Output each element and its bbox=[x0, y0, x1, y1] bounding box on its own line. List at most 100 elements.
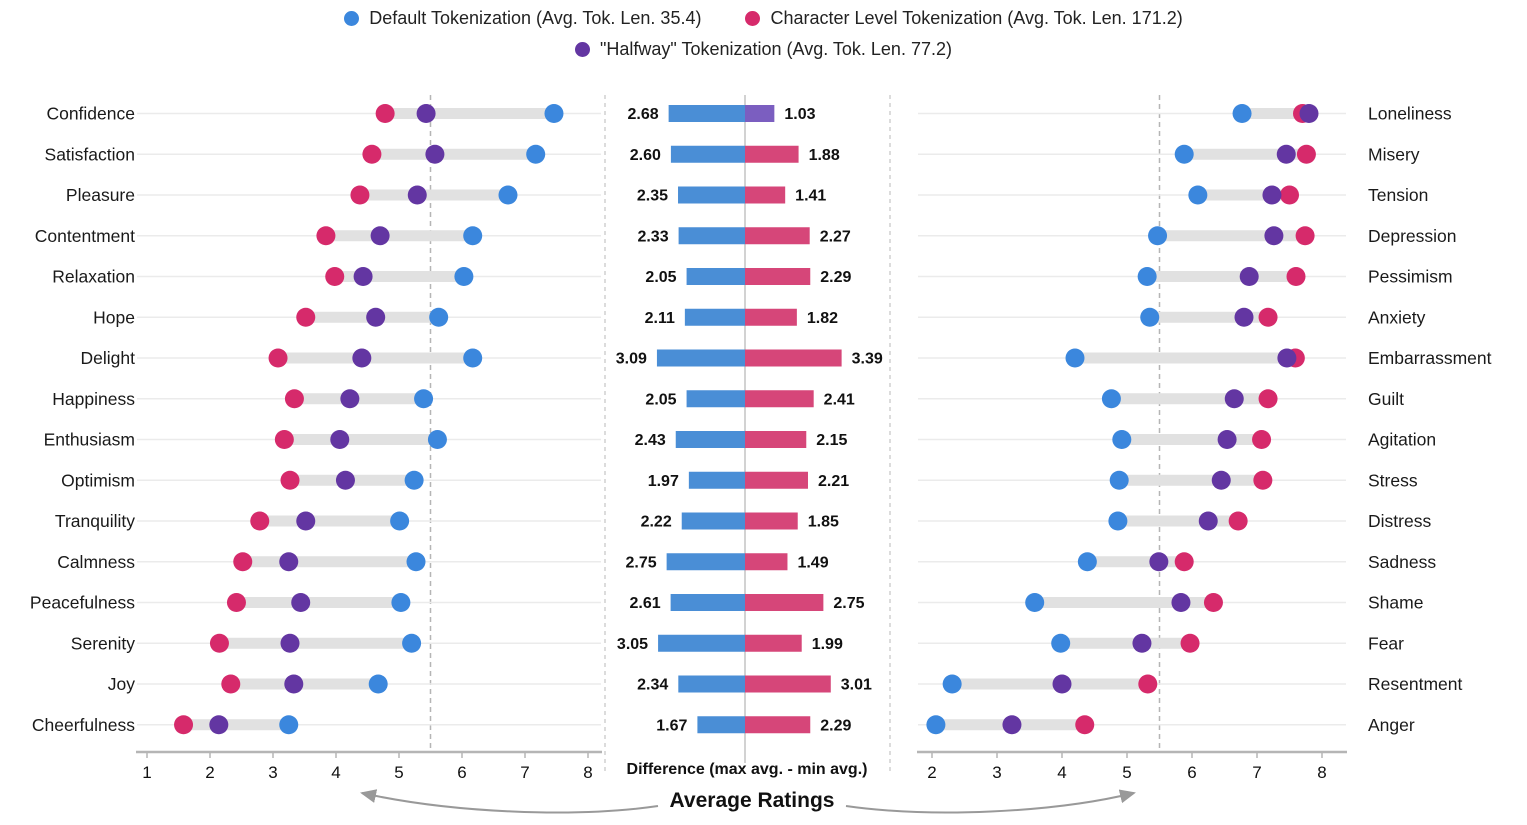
row-label-negative: Anger bbox=[1368, 715, 1415, 735]
diff-bar-negative bbox=[745, 227, 810, 245]
dot-default-anxiety bbox=[1140, 307, 1160, 327]
dot-character-tension bbox=[1280, 185, 1299, 205]
dot-halfway-fear bbox=[1132, 633, 1152, 653]
row-label-negative: Misery bbox=[1368, 144, 1420, 164]
dot-halfway-tranquility bbox=[296, 511, 316, 531]
dot-halfway-optimism bbox=[335, 470, 355, 490]
diff-value-positive: 2.60 bbox=[630, 147, 661, 164]
diff-bar-negative bbox=[745, 268, 811, 285]
dot-default-loneliness bbox=[1232, 104, 1252, 123]
dot-halfway-delight bbox=[352, 348, 372, 368]
dot-character-pessimism bbox=[1286, 267, 1306, 286]
row-label-positive: Peacefulness bbox=[30, 593, 135, 613]
diff-bar-negative bbox=[745, 186, 786, 204]
left-axis-tick-label: 3 bbox=[268, 763, 277, 782]
dot-halfway-tension bbox=[1262, 185, 1282, 205]
dot-default-shame bbox=[1025, 593, 1045, 612]
row-label-negative: Tension bbox=[1368, 185, 1428, 205]
dot-halfway-misery bbox=[1276, 144, 1296, 164]
dot-character-resentment bbox=[1138, 674, 1158, 694]
legend: Default Tokenization (Avg. Tok. Len. 35.… bbox=[0, 8, 1527, 60]
dot-default-misery bbox=[1174, 144, 1194, 164]
dot-halfway-anger bbox=[1002, 715, 1022, 735]
diff-value-positive: 2.11 bbox=[645, 310, 675, 327]
diff-value-positive: 2.33 bbox=[637, 228, 668, 245]
dot-default-serenity bbox=[402, 633, 422, 653]
dot-character-contentment bbox=[316, 226, 336, 246]
diff-bar-negative bbox=[745, 471, 808, 489]
dot-halfway-peacefulness bbox=[291, 593, 311, 612]
dot-halfway-pleasure bbox=[407, 185, 427, 205]
diff-bar-positive bbox=[686, 268, 745, 285]
left-axis-tick-label: 2 bbox=[205, 763, 214, 782]
dot-halfway-anxiety bbox=[1234, 307, 1254, 327]
right-axis-tick-label: 7 bbox=[1252, 763, 1261, 782]
diff-bar-positive bbox=[670, 594, 745, 611]
left-axis-tick-label: 7 bbox=[520, 763, 529, 782]
row-label-negative: Depression bbox=[1368, 226, 1457, 246]
dot-character-serenity bbox=[209, 633, 229, 653]
dot-halfway-embarrassment bbox=[1277, 348, 1297, 368]
diff-bar-negative bbox=[745, 553, 788, 571]
diff-bar-positive bbox=[666, 553, 745, 571]
diff-bar-negative bbox=[745, 675, 831, 693]
diff-bar-negative bbox=[745, 634, 802, 652]
row-label-positive: Calmness bbox=[57, 552, 135, 572]
diff-value-positive: 2.22 bbox=[641, 514, 672, 531]
diff-value-positive: 1.67 bbox=[656, 717, 687, 734]
dot-character-happiness bbox=[284, 389, 304, 409]
row-label-positive: Enthusiasm bbox=[44, 430, 135, 450]
halfway-tokenization-dot-icon bbox=[575, 42, 590, 57]
dot-character-joy bbox=[221, 674, 241, 694]
diff-value-positive: 2.05 bbox=[645, 269, 676, 286]
dot-halfway-relaxation bbox=[353, 267, 373, 286]
left-axis-tick-label: 6 bbox=[457, 763, 466, 782]
legend-item-halfway: "Halfway" Tokenization (Avg. Tok. Len. 7… bbox=[575, 39, 952, 60]
diff-bar-positive bbox=[678, 675, 745, 693]
diff-value-positive: 1.97 bbox=[648, 473, 679, 490]
diff-bar-positive bbox=[678, 186, 745, 204]
diff-bar-negative bbox=[745, 308, 797, 326]
legend-row-1: Default Tokenization (Avg. Tok. Len. 35.… bbox=[344, 8, 1183, 29]
dot-character-depression bbox=[1295, 226, 1315, 246]
diff-value-negative: 1.88 bbox=[809, 147, 840, 164]
dot-character-tranquility bbox=[250, 511, 270, 531]
dot-character-delight bbox=[268, 348, 288, 368]
diff-bar-negative bbox=[745, 390, 814, 408]
dot-character-cheerfulness bbox=[174, 715, 194, 735]
diff-bar-negative bbox=[745, 349, 842, 367]
row-label-positive: Tranquility bbox=[55, 511, 135, 531]
row-label-positive: Confidence bbox=[46, 104, 135, 124]
dot-default-delight bbox=[463, 348, 483, 368]
diff-value-negative: 3.39 bbox=[852, 351, 883, 368]
default-tokenization-dot-icon bbox=[344, 11, 360, 26]
dot-character-distress bbox=[1228, 511, 1248, 531]
dot-character-peacefulness bbox=[226, 593, 246, 612]
diff-bar-positive bbox=[656, 349, 745, 367]
legend-label-halfway: "Halfway" Tokenization (Avg. Tok. Len. 7… bbox=[600, 39, 952, 59]
diff-value-positive: 2.43 bbox=[635, 432, 666, 449]
dot-default-depression bbox=[1148, 226, 1168, 246]
dot-character-hope bbox=[296, 307, 316, 327]
dot-halfway-guilt bbox=[1224, 389, 1244, 409]
dot-halfway-stress bbox=[1211, 470, 1231, 490]
diff-value-negative: 2.41 bbox=[824, 391, 855, 408]
right-axis-tick-label: 6 bbox=[1187, 763, 1196, 782]
diff-value-negative: 2.27 bbox=[820, 228, 851, 245]
diff-value-negative: 1.82 bbox=[807, 310, 838, 327]
dot-halfway-contentment bbox=[370, 226, 390, 246]
right-axis-tick-label: 8 bbox=[1317, 763, 1326, 782]
diff-value-positive: 2.75 bbox=[625, 554, 656, 571]
row-label-negative: Agitation bbox=[1368, 430, 1436, 450]
dot-default-joy bbox=[368, 674, 388, 694]
dot-default-relaxation bbox=[454, 267, 474, 286]
diff-value-negative: 3.01 bbox=[841, 677, 872, 694]
dot-character-stress bbox=[1253, 470, 1273, 490]
diff-value-negative: 1.03 bbox=[784, 106, 815, 123]
dot-halfway-enthusiasm bbox=[330, 430, 350, 449]
dot-default-pessimism bbox=[1137, 267, 1157, 286]
row-label-positive: Contentment bbox=[35, 226, 135, 246]
dot-character-relaxation bbox=[325, 267, 345, 286]
dot-default-happiness bbox=[414, 389, 434, 409]
diff-bar-positive bbox=[658, 634, 745, 652]
